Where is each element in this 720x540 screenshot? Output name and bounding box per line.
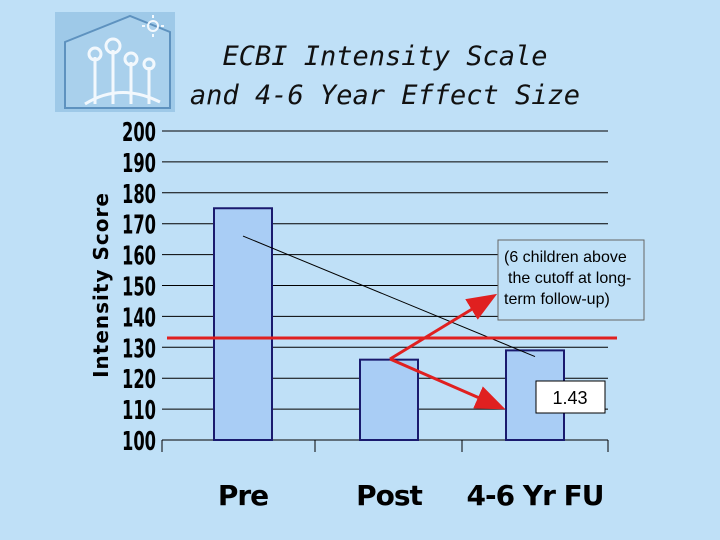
effect-size-value: 1.43 [552, 388, 587, 408]
y-axis-label: Intensity Score [89, 192, 113, 378]
chart-title-line-2: and 4-6 Year Effect Size [189, 80, 581, 111]
annotation-text: the cutoff at long- [508, 270, 631, 287]
annotation-box [497, 239, 645, 321]
bar [359, 358, 419, 441]
y-tick-label: 110 [122, 396, 156, 426]
y-tick-label: 200 [122, 118, 156, 148]
arrow-to-annotation [389, 293, 498, 361]
y-tick-label: 100 [122, 427, 156, 457]
y-tick-label: 170 [122, 211, 156, 241]
effect-size-box [535, 380, 606, 414]
trend-line [242, 235, 536, 358]
y-tick-label: 190 [122, 149, 156, 179]
y-tick-label: 140 [122, 303, 156, 333]
y-tick-label: 120 [122, 365, 156, 395]
x-category-label: Post [356, 479, 422, 512]
y-tick-label: 150 [122, 273, 156, 303]
chart-title-line-1: ECBI Intensity Scale [222, 41, 548, 72]
bar [213, 207, 273, 441]
y-tick-label: 180 [122, 180, 156, 210]
arrow-to-effect-size [389, 357, 506, 410]
annotation-text: term follow-up) [504, 291, 610, 308]
y-tick-label: 160 [122, 242, 156, 272]
x-category-label: 4-6 Yr FU [466, 479, 603, 512]
annotation-text: (6 children above [504, 249, 627, 266]
y-tick-label: 130 [122, 334, 156, 364]
house-with-family-logo-icon [55, 12, 175, 112]
x-category-label: Pre [218, 479, 268, 512]
